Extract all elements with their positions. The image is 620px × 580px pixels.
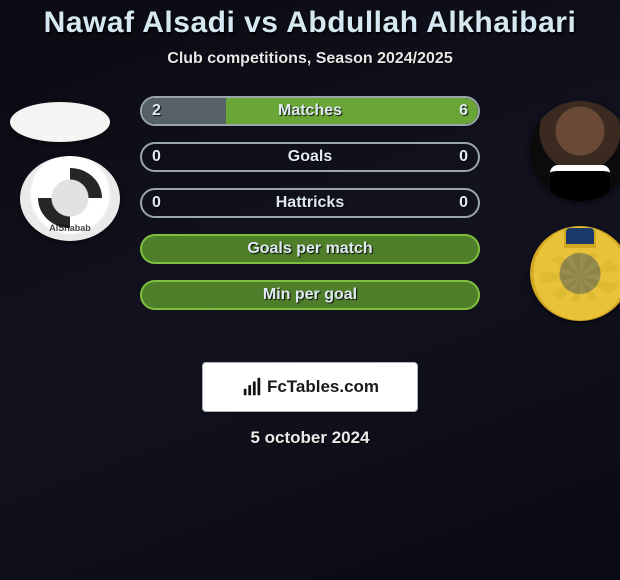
stat-label: Min per goal: [263, 286, 357, 304]
brand-text: FcTables.com: [267, 377, 379, 397]
stat-value-left: 2: [152, 102, 161, 120]
comparison-card: Nawaf Alsadi vs Abdullah Alkhaibari Club…: [0, 0, 620, 580]
stat-label: Matches: [278, 102, 342, 120]
stat-value-left: 0: [152, 148, 161, 166]
stat-label: Goals: [288, 148, 332, 166]
stat-label: Hattricks: [276, 194, 344, 212]
date-label: 5 october 2024: [0, 428, 620, 448]
stat-bar: Min per goal: [140, 280, 480, 310]
stat-value-right: 0: [459, 194, 468, 212]
bar-fill-right: [226, 98, 478, 124]
stat-bar: Hattricks 0 0: [140, 188, 480, 218]
player-right-avatar: [530, 101, 620, 201]
stat-value-left: 0: [152, 194, 161, 212]
stat-bar: Matches 2 6: [140, 96, 480, 126]
bar-chart-icon: [241, 376, 263, 398]
crest-left-label: AlShabab: [20, 223, 120, 233]
comparison-area: AlShabab Matches26Goals00Hattricks00Goal…: [0, 96, 620, 356]
stat-bar: Goals per match: [140, 234, 480, 264]
stat-value-right: 0: [459, 148, 468, 166]
stat-value-right: 6: [459, 102, 468, 120]
player-left-crest: AlShabab: [20, 156, 120, 241]
brand-badge[interactable]: FcTables.com: [202, 362, 418, 412]
page-title: Nawaf Alsadi vs Abdullah Alkhaibari: [0, 6, 620, 40]
subtitle: Club competitions, Season 2024/2025: [0, 50, 620, 68]
stat-bars: Matches 2 6 Goals 0 0 Hattricks 0 0 Goals per mat…: [140, 96, 480, 326]
stat-bar: Goals 0 0: [140, 142, 480, 172]
stat-label: Goals per match: [247, 240, 372, 258]
player-left-avatar: [10, 102, 110, 142]
player-right-crest: [530, 226, 620, 321]
